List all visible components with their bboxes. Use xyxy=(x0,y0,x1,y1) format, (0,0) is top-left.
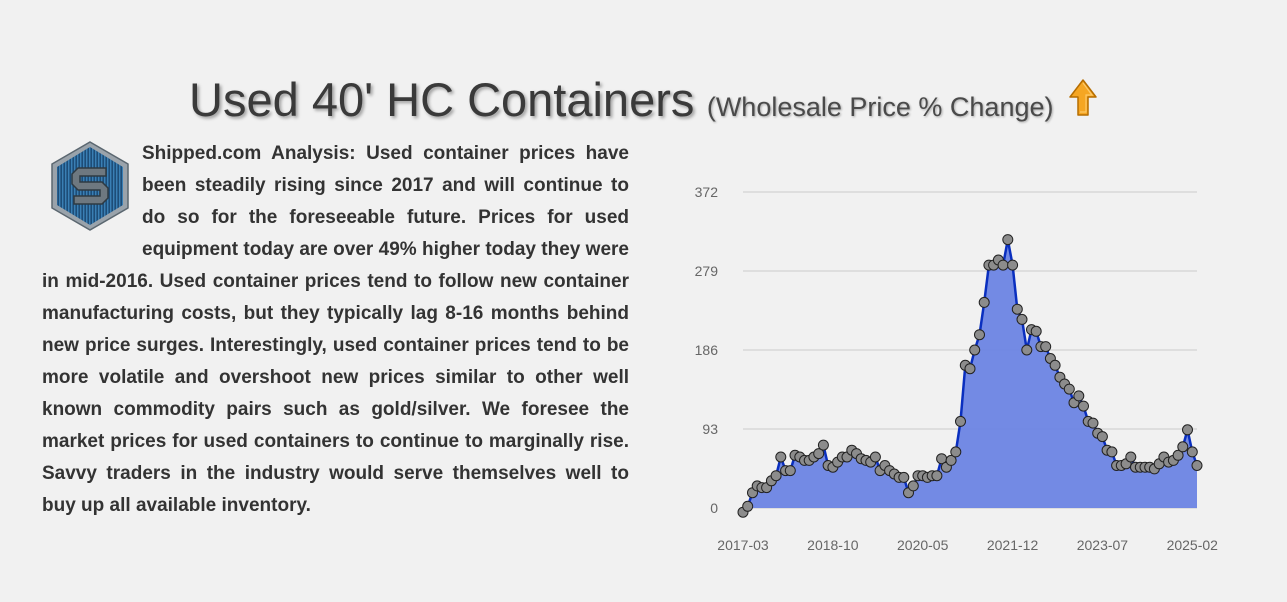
data-point[interactable] xyxy=(997,259,1009,271)
title-subtitle: (Wholesale Price % Change) xyxy=(706,92,1054,122)
x-tick-label: 2025-02 xyxy=(1167,537,1219,553)
data-point[interactable] xyxy=(770,470,782,482)
data-point[interactable] xyxy=(1040,341,1052,353)
data-point[interactable] xyxy=(1096,431,1108,443)
data-point[interactable] xyxy=(1063,383,1075,395)
title-main: Used 40' HC Containers xyxy=(189,73,695,126)
data-point[interactable] xyxy=(898,471,910,483)
data-point[interactable] xyxy=(869,451,881,463)
data-point[interactable] xyxy=(950,446,962,458)
data-point[interactable] xyxy=(813,448,825,460)
y-tick-label: 279 xyxy=(695,263,719,279)
data-point[interactable] xyxy=(1073,390,1085,402)
data-point[interactable] xyxy=(1125,451,1137,463)
data-point[interactable] xyxy=(1087,417,1099,429)
data-point[interactable] xyxy=(974,329,985,341)
data-point[interactable] xyxy=(945,454,957,466)
x-tick-label: 2020-05 xyxy=(897,537,949,553)
logo-spacer xyxy=(42,138,142,262)
analysis-text: Shipped.com Analysis: Used container pri… xyxy=(42,143,629,516)
data-point[interactable] xyxy=(907,480,919,492)
y-tick-label: 372 xyxy=(695,184,719,200)
x-tick-label: 2018-10 xyxy=(807,537,859,553)
x-tick-label: 2023-07 xyxy=(1077,537,1129,553)
analysis-paragraph: Shipped.com Analysis: Used container pri… xyxy=(42,138,629,522)
x-tick-label: 2021-12 xyxy=(987,537,1039,553)
data-point[interactable] xyxy=(1049,359,1061,371)
y-tick-label: 186 xyxy=(695,342,719,358)
x-tick-label: 2017-03 xyxy=(717,537,769,553)
data-point[interactable] xyxy=(1016,313,1028,325)
data-point[interactable] xyxy=(1172,449,1184,461)
data-point[interactable] xyxy=(742,500,754,512)
area-fill xyxy=(743,239,1197,513)
data-point[interactable] xyxy=(964,363,976,375)
price-change-chart: 0 93 186 279 372 2017-03 2018-10 2020-05 2021-12… xyxy=(695,184,1219,553)
data-point[interactable] xyxy=(1021,344,1033,356)
data-point[interactable] xyxy=(955,415,966,427)
data-point[interactable] xyxy=(1177,441,1189,453)
data-point[interactable] xyxy=(931,470,943,482)
up-arrow-icon xyxy=(1068,78,1098,123)
data-point[interactable] xyxy=(784,465,796,477)
data-point[interactable] xyxy=(1182,424,1193,436)
y-tick-label: 93 xyxy=(702,421,718,437)
data-point[interactable] xyxy=(1186,446,1198,458)
data-point[interactable] xyxy=(1191,460,1203,471)
data-point[interactable] xyxy=(978,296,990,308)
data-point[interactable] xyxy=(1106,446,1118,458)
y-tick-label: 0 xyxy=(710,500,718,516)
data-point[interactable] xyxy=(1007,259,1019,271)
data-point[interactable] xyxy=(1002,234,1014,246)
data-point[interactable] xyxy=(775,451,787,463)
data-point[interactable] xyxy=(1011,303,1023,315)
page-title: Used 40' HC Containers (Wholesale Price … xyxy=(0,72,1287,127)
data-point[interactable] xyxy=(1030,325,1042,337)
data-point[interactable] xyxy=(1078,400,1089,412)
data-point[interactable] xyxy=(817,439,829,451)
shipped-logo-icon xyxy=(50,140,130,232)
data-point[interactable] xyxy=(969,344,981,356)
